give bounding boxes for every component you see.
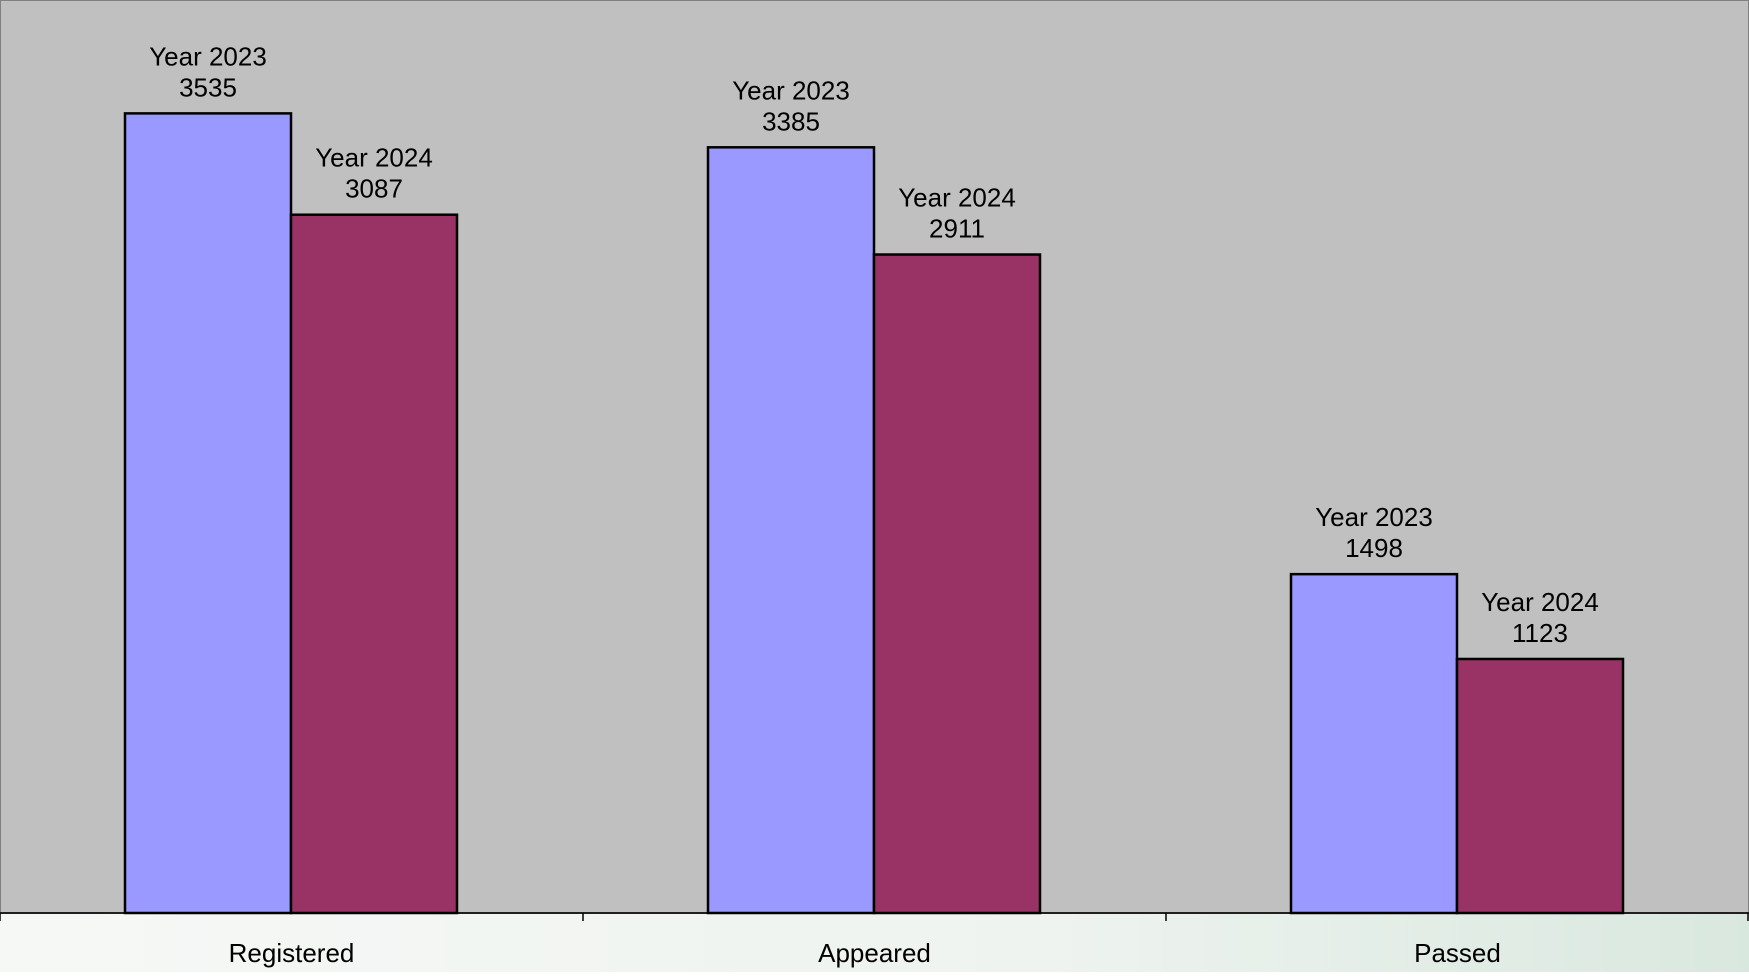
x-axis-ticks	[0, 913, 1749, 921]
data-label-series-name: Year 2024	[898, 183, 1016, 213]
bars-layer	[123, 112, 1625, 915]
data-label-value: 2911	[929, 214, 985, 244]
footer-background	[0, 913, 1749, 972]
x-tick-label-appeared: Appeared	[818, 938, 931, 968]
bar-appeared-year-2023	[706, 146, 876, 915]
data-label-series-name: Year 2023	[732, 75, 850, 105]
data-label-value: 3535	[179, 72, 237, 102]
data-label-series-name: Year 2023	[1315, 502, 1433, 532]
data-label-value: 3385	[762, 106, 820, 136]
bar-appeared-year-2024	[872, 253, 1042, 915]
bar-passed-year-2023	[1289, 572, 1459, 915]
bar-registered-year-2023	[123, 112, 293, 915]
data-label-series-name: Year 2023	[149, 41, 267, 71]
bar-registered-year-2024	[289, 213, 459, 915]
x-axis-category-labels: Registered Appeared Passed	[229, 938, 1501, 968]
bar-passed-year-2024	[1455, 657, 1625, 915]
data-label-series-name: Year 2024	[315, 143, 433, 173]
x-tick-label-registered: Registered	[229, 938, 355, 968]
x-tick-label-passed: Passed	[1414, 938, 1501, 968]
data-label-series-name: Year 2024	[1481, 587, 1599, 617]
data-label-value: 1123	[1512, 618, 1568, 648]
data-label-value: 3087	[345, 174, 403, 204]
data-label-value: 1498	[1345, 533, 1403, 563]
